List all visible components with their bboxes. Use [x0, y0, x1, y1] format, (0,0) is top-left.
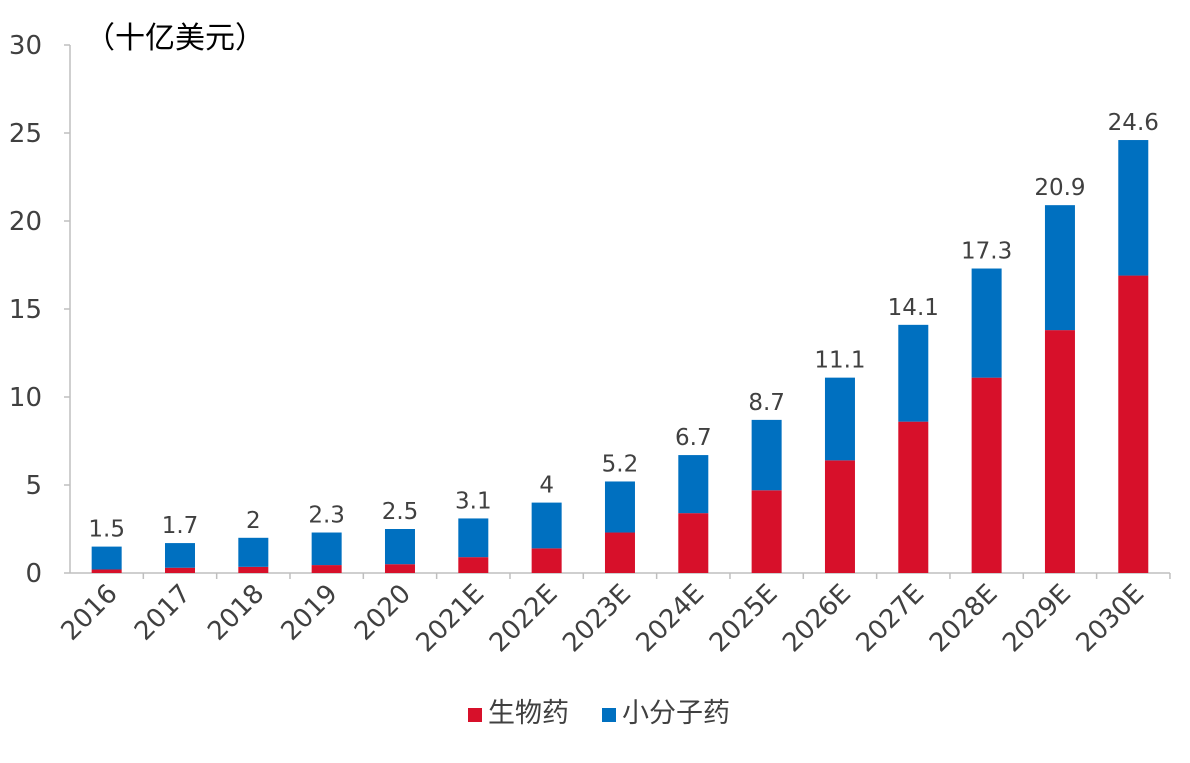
x-tick-label: 2027E — [851, 579, 931, 659]
x-tick-label: 2029E — [997, 579, 1077, 659]
data-label-total: 2 — [246, 508, 261, 534]
bar-segment-biologics — [531, 548, 562, 573]
bar-segment-small-molecule — [604, 481, 635, 533]
bar-segment-biologics — [311, 565, 342, 573]
data-label-total: 1.7 — [162, 513, 199, 539]
bar-segment-small-molecule — [751, 419, 782, 491]
bar-segment-biologics — [238, 566, 269, 573]
x-tick-label: 2021E — [411, 579, 491, 659]
legend: 生物药 小分子药 — [468, 698, 730, 729]
bar-segment-biologics — [898, 421, 929, 573]
bar-segment-small-molecule — [824, 377, 855, 461]
y-tick-label: 25 — [9, 119, 42, 149]
data-labels: 1.5 1.7 2 2.3 2.5 3.1 4 5.2 6.7 8.7 11.1 14.1 17.3 20… — [88, 110, 1159, 543]
y-tick-label: 30 — [9, 31, 42, 61]
bar-segment-biologics — [971, 377, 1002, 573]
data-label-total: 2.5 — [382, 499, 419, 525]
bar-segment-small-molecule — [311, 532, 342, 566]
x-tick-labels: 2016 2017 2018 2019 20202021E2022E2023E2024E… — [56, 579, 1151, 659]
x-tick-label: 2028E — [924, 579, 1004, 659]
y-tick-label: 0 — [25, 559, 42, 589]
data-label-total: 2.3 — [308, 503, 345, 529]
data-label-total: 17.3 — [961, 239, 1012, 265]
x-tick-label: 2024E — [631, 579, 711, 659]
x-tick-label: 2020 — [349, 579, 417, 647]
bar-segment-small-molecule — [1118, 140, 1149, 276]
bar-segment-small-molecule — [1044, 205, 1075, 331]
y-tick-labels: 0 5 10 15 20 25 30 — [9, 31, 42, 589]
x-tick-label: 2030E — [1071, 579, 1151, 659]
data-label-total: 5.2 — [602, 451, 639, 477]
bar-segment-biologics — [1118, 275, 1149, 573]
data-label-total: 24.6 — [1108, 110, 1159, 136]
x-tick-label: 2017 — [129, 579, 197, 647]
bar-segment-biologics — [384, 564, 415, 573]
bar-segment-biologics — [1044, 330, 1075, 573]
unit-label: （十亿美元） — [85, 21, 265, 56]
bar-segment-biologics — [164, 567, 195, 573]
y-tick-label: 15 — [9, 295, 42, 325]
y-tick-label: 5 — [25, 471, 42, 501]
y-tick-label: 10 — [9, 383, 42, 413]
bar-segment-small-molecule — [458, 518, 489, 558]
x-tick-label: 2016 — [56, 579, 124, 647]
x-tick-label: 2018 — [202, 579, 270, 647]
x-tick-label: 2026E — [777, 579, 857, 659]
bar-segment-small-molecule — [678, 455, 709, 514]
y-tick-label: 20 — [9, 207, 42, 237]
data-label-total: 4 — [539, 473, 554, 499]
x-tick-label: 2019 — [276, 579, 344, 647]
bar-segment-small-molecule — [91, 546, 122, 570]
bar-segment-biologics — [604, 532, 635, 573]
legend-label-biologics: 生物药 — [488, 698, 569, 729]
data-label-total: 20.9 — [1034, 175, 1085, 201]
bar-segment-biologics — [458, 557, 489, 573]
bars — [91, 140, 1149, 573]
data-label-total: 6.7 — [675, 425, 712, 451]
x-tick-label: 2025E — [704, 579, 784, 659]
data-label-total: 1.5 — [88, 517, 125, 543]
data-label-total: 11.1 — [814, 348, 865, 374]
bar-segment-small-molecule — [971, 268, 1002, 378]
bar-segment-biologics — [91, 569, 122, 573]
legend-swatch-biologics — [468, 708, 482, 722]
bar-segment-small-molecule — [238, 537, 269, 567]
legend-label-small-molecule: 小分子药 — [622, 698, 730, 729]
bar-segment-small-molecule — [898, 324, 929, 422]
legend-swatch-small-molecule — [602, 708, 616, 722]
data-label-total: 8.7 — [748, 390, 785, 416]
bar-segment-biologics — [751, 490, 782, 573]
x-tick-label: 2023E — [557, 579, 637, 659]
bar-segment-small-molecule — [531, 502, 562, 549]
bar-segment-small-molecule — [164, 543, 195, 568]
x-tick-label: 2022E — [484, 579, 564, 659]
bar-segment-biologics — [678, 513, 709, 573]
data-label-total: 14.1 — [888, 295, 939, 321]
bar-segment-small-molecule — [384, 529, 415, 565]
bar-segment-biologics — [824, 460, 855, 573]
data-label-total: 3.1 — [455, 488, 492, 514]
